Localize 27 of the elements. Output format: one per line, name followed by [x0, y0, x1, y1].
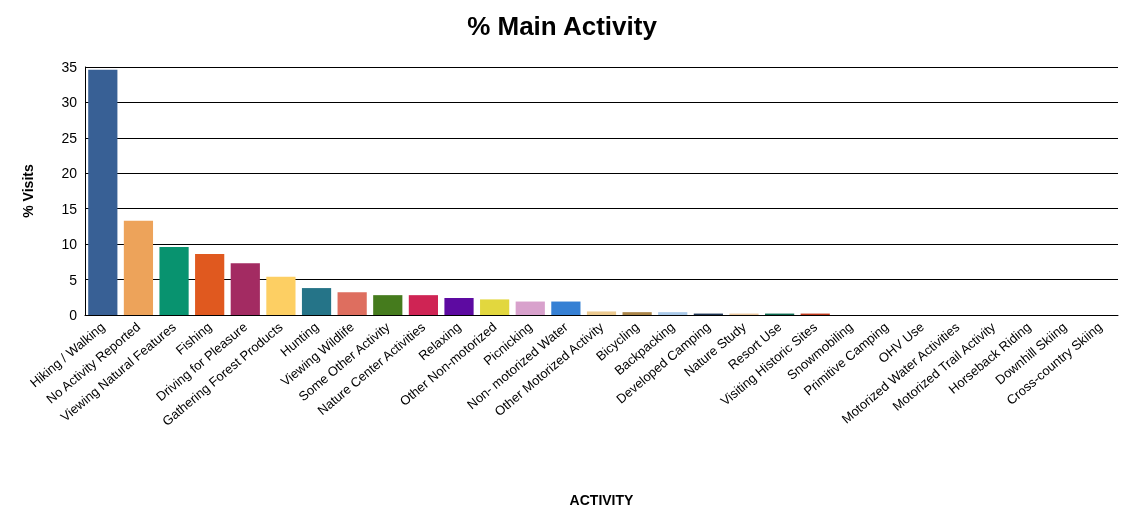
chart-title: % Main Activity: [467, 11, 658, 41]
y-tick-label: 20: [61, 165, 78, 182]
bar: [408, 295, 438, 315]
bar: [480, 299, 510, 315]
bar: [159, 246, 189, 315]
bar: [551, 301, 581, 315]
y-axis-title: % Visits: [20, 164, 36, 218]
y-tick-label: 10: [61, 236, 78, 253]
bar: [373, 295, 403, 315]
y-tick-label: 5: [69, 271, 78, 288]
bar: [123, 220, 154, 315]
bar: [266, 276, 296, 315]
bar: [515, 301, 545, 315]
bar: [622, 312, 652, 315]
bar: [658, 312, 688, 315]
y-tick-label: 25: [61, 129, 78, 146]
bar: [444, 297, 474, 315]
x-axis-title: ACTIVITY: [569, 492, 635, 508]
y-tick-label: 15: [61, 200, 78, 217]
y-tick-label: 0: [69, 307, 78, 323]
y-tick-label: 35: [61, 59, 78, 75]
bar: [586, 311, 617, 315]
bar: [337, 292, 367, 315]
bar: [230, 263, 260, 315]
y-tick-label: 30: [61, 94, 78, 111]
bar: [301, 288, 332, 315]
bar: [195, 254, 225, 315]
